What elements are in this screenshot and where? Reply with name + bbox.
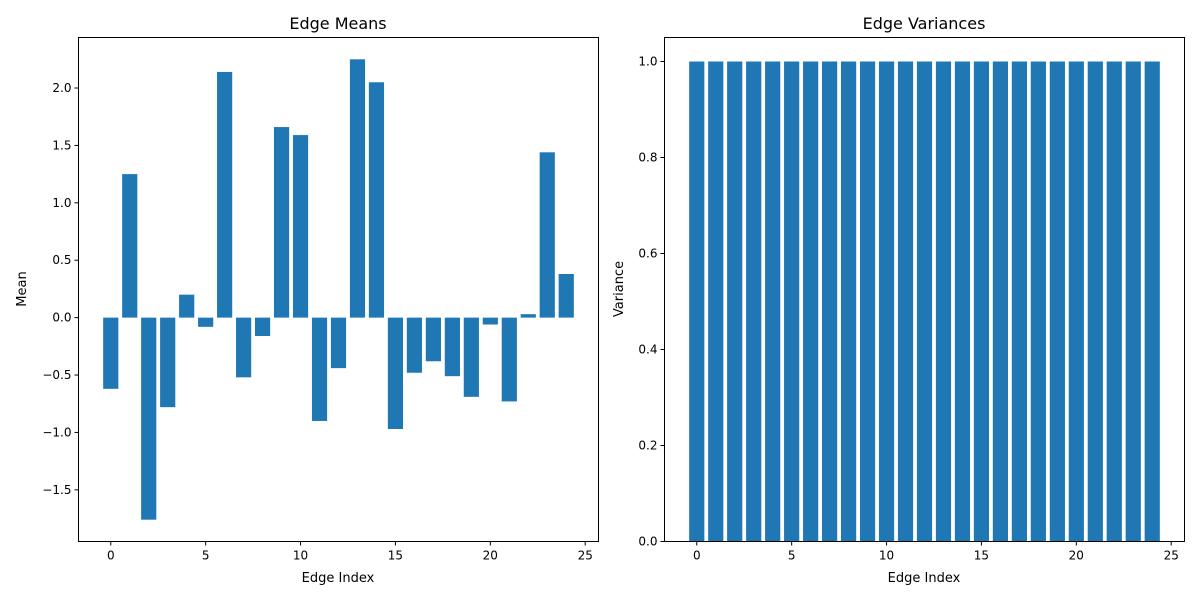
y-tick-label: 1.0 (638, 55, 657, 69)
bar (482, 317, 498, 325)
x-axis-label: Edge Index (302, 571, 375, 586)
y-tick-label: 1.0 (52, 196, 71, 210)
x-tick-label: 20 (1069, 549, 1084, 563)
bar (330, 317, 347, 369)
x-tick-label: 15 (974, 549, 989, 563)
bar (708, 61, 724, 542)
x-tick-label: 10 (293, 549, 308, 563)
bar (973, 61, 990, 542)
y-tick-label: −1.0 (42, 425, 71, 439)
y-tick-label: −1.5 (42, 483, 71, 497)
bar (1087, 61, 1103, 542)
bar (273, 127, 290, 318)
chart-title: Edge Variances (863, 14, 986, 33)
y-tick-label: 2.0 (52, 81, 71, 95)
bar (1030, 61, 1046, 542)
y-axis-label: Variance (612, 261, 627, 317)
bar (878, 61, 895, 542)
y-tick-label: 1.5 (52, 138, 71, 152)
axes-frame (664, 37, 1185, 542)
bar (727, 61, 743, 542)
bar (803, 61, 819, 542)
bars-group (689, 61, 1160, 542)
y-tick-label: 0.2 (638, 439, 657, 453)
bar (765, 61, 781, 542)
bar (160, 317, 176, 408)
bar (1125, 61, 1141, 542)
chart-title: Edge Means (289, 14, 386, 33)
bar (1049, 61, 1065, 542)
y-tick-label: −0.5 (42, 368, 71, 382)
bar (916, 61, 933, 542)
bar (254, 317, 271, 336)
bar (1068, 61, 1084, 542)
bar (463, 317, 479, 397)
x-tick-label: 10 (879, 549, 894, 563)
x-tick-label: 0 (693, 549, 701, 563)
bar (784, 61, 800, 542)
bar (368, 82, 385, 318)
y-axis-label: Mean (15, 271, 30, 306)
x-tick-label: 5 (202, 549, 210, 563)
bar (897, 61, 914, 542)
x-axis-label: Edge Index (888, 571, 961, 586)
bar (689, 61, 705, 542)
bar (444, 317, 460, 377)
y-tick-label: 0.6 (638, 247, 657, 261)
y-tick-label: 0.0 (638, 535, 657, 549)
bar (217, 71, 233, 318)
y-tick-label: 0.8 (638, 151, 657, 165)
bar (179, 294, 195, 318)
x-tick-label: 20 (483, 549, 498, 563)
bar (387, 317, 404, 429)
y-ticks: −1.5 −1.0 −0.5 0.0 0.5 1.0 1.5 2.0 (42, 81, 79, 497)
x-tick-label: 15 (388, 549, 403, 563)
bar (501, 317, 517, 402)
bar (1106, 61, 1122, 542)
bar (198, 317, 214, 327)
x-tick-label: 25 (578, 549, 593, 563)
y-tick-label: 0.4 (638, 343, 657, 357)
bar (103, 317, 119, 389)
x-tick-label: 25 (1164, 549, 1179, 563)
y-ticks: 0.0 0.2 0.4 0.6 0.8 1.0 (638, 55, 665, 549)
bar (822, 61, 838, 542)
x-tick-label: 0 (107, 549, 115, 563)
bar (349, 59, 366, 318)
edge-means-chart: Edge Means Edge Index Mean 0 5 10 15 20 25 −1… (15, 14, 599, 586)
x-ticks: 0 5 10 15 20 25 (107, 541, 593, 563)
bars-group (103, 59, 574, 520)
bar (859, 61, 876, 542)
bar (840, 61, 857, 542)
bar (520, 314, 536, 318)
bar (954, 61, 971, 542)
edge-variances-chart: Edge Variances Edge Index Variance 0 5 10 1… (612, 14, 1185, 586)
bar (1011, 61, 1027, 542)
bar (122, 174, 138, 318)
bar (992, 61, 1009, 542)
bar (406, 317, 423, 373)
bar (236, 317, 252, 378)
x-tick-label: 5 (788, 549, 796, 563)
x-ticks: 0 5 10 15 20 25 (693, 541, 1179, 563)
bar (935, 61, 952, 542)
bar (425, 317, 441, 362)
y-tick-label: 0.5 (52, 253, 71, 267)
bar (746, 61, 762, 542)
bar (558, 274, 574, 318)
bar (539, 152, 555, 318)
bar (141, 317, 157, 520)
bar (311, 317, 328, 421)
axes-frame (78, 37, 599, 542)
bar (1144, 61, 1160, 542)
y-tick-label: 0.0 (52, 311, 71, 325)
bar (292, 135, 309, 318)
